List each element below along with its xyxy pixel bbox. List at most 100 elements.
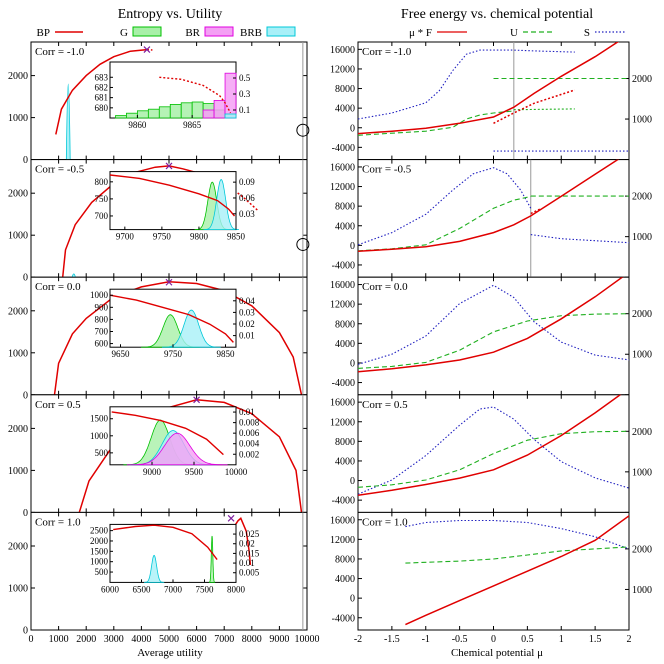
- inset-y-tick-label: 682: [95, 82, 109, 92]
- y-tick-label: 8000: [335, 319, 355, 330]
- highlight-circle: [296, 237, 310, 251]
- inset-x-tick-label: 9850: [227, 232, 246, 242]
- br-histogram-bar: [213, 100, 226, 119]
- y-tick-label: 2000: [8, 542, 28, 553]
- y-tick-label: 0: [350, 594, 355, 605]
- inset-y2-tick-label: 0.01: [239, 558, 255, 568]
- inset-y2-tick-label: 0.09: [239, 177, 255, 187]
- inset-bp-curve: [109, 174, 236, 217]
- br-distribution: [126, 432, 228, 466]
- y2-tick-label: 2000: [632, 427, 652, 438]
- s-curve: [358, 284, 629, 365]
- max-entropy-marker: [227, 514, 235, 522]
- series-group: [358, 277, 629, 373]
- x-tick-label: 1000: [49, 634, 69, 645]
- brb-distribution: [203, 179, 239, 230]
- inset-y2-tick-label: 0.03: [239, 307, 255, 317]
- y-tick-label: 12000: [330, 535, 355, 546]
- y-tick-label: 2000: [8, 71, 28, 82]
- inset-y2-tick-label: 0.02: [239, 539, 255, 549]
- legend-label-u: U: [510, 27, 518, 39]
- y-tick-label: 4000: [335, 574, 355, 585]
- x-tick-label: 8000: [242, 634, 262, 645]
- y2-tick-label: 1000: [632, 232, 652, 243]
- panel-label: Corr = 0.5: [35, 399, 81, 411]
- x-tick-label: 0: [491, 634, 496, 645]
- legend-label-s: S: [584, 27, 590, 39]
- br-histogram-bar: [202, 109, 215, 119]
- g-distribution: [208, 535, 216, 583]
- y-tick-label: 8000: [335, 84, 355, 95]
- inset-x-tick-label: 9865: [183, 120, 202, 130]
- legend-swatch-g: [132, 26, 162, 37]
- bp-curve-dotted: [210, 175, 258, 211]
- left-legend: BP G BR BRB: [37, 26, 296, 39]
- g-histogram-bar: [169, 104, 182, 119]
- inset-y-tick-label: 2500: [90, 526, 109, 536]
- inset-y-tick-label: 800: [95, 314, 109, 324]
- y-tick-label: 12000: [330, 64, 355, 75]
- x-tick-label: 9000: [269, 634, 289, 645]
- inset-x-tick-label: 10000: [225, 467, 248, 477]
- x-tick-label: 0: [29, 634, 34, 645]
- y-tick-label: 2000: [8, 189, 28, 200]
- legend-label-f: μ * F: [409, 27, 432, 39]
- y-tick-label: 0: [350, 241, 355, 252]
- y-tick-label: 16000: [330, 45, 355, 56]
- y-tick-label: 1000: [8, 113, 28, 124]
- inset-bp-curve: [109, 294, 234, 343]
- right-legend: μ * F U S: [409, 27, 625, 39]
- s-curve: [358, 167, 532, 246]
- y-tick-label: 1000: [8, 584, 28, 595]
- right-panel-2: -4000 0 4000 8000 12000 16000 1000 2000 Corr = 0…: [330, 276, 652, 396]
- panel-frame: [357, 511, 630, 631]
- panel-label: Corr = 1.0: [362, 516, 408, 528]
- right-panel-3: -4000 0 4000 8000 12000 16000 1000 2000 Corr = 0…: [330, 394, 652, 513]
- y-tick-label: 1000: [8, 466, 28, 477]
- y-tick-label: 4000: [335, 104, 355, 115]
- panel-label: Corr = 0.5: [362, 399, 408, 411]
- u-curve: [358, 110, 514, 136]
- max-entropy-marker: [143, 46, 151, 53]
- inset-y-tick-label: 700: [95, 326, 109, 336]
- panel-label: Corr = -1.0: [362, 46, 412, 58]
- u-curve: [358, 195, 531, 252]
- y-tick-label: -4000: [332, 496, 355, 507]
- inset-x-tick-label: 9000: [143, 467, 162, 477]
- inset-y-tick-label: 600: [95, 339, 109, 349]
- y-tick-label: 0: [23, 626, 28, 637]
- y2-tick-label: 1000: [632, 350, 652, 361]
- y-tick-label: 4000: [335, 221, 355, 232]
- inset-y-tick-label: 683: [95, 72, 109, 82]
- y-tick-label: 1000: [8, 348, 28, 359]
- y2-tick-label: 2000: [632, 74, 652, 85]
- x-tick-label: -0.5: [452, 634, 468, 645]
- s-curve-branch: [530, 234, 629, 244]
- brb-distribution: [162, 309, 221, 348]
- f-curve: [358, 277, 624, 373]
- inset-x-tick-label: 9700: [116, 232, 135, 242]
- inset-y2-tick-label: 0.01: [239, 407, 255, 417]
- inset-x-tick-label: 6000: [101, 584, 120, 594]
- inset-bp-curve: [111, 411, 224, 456]
- panel-label: Corr = -0.5: [35, 164, 85, 176]
- inset-y2-tick-label: 0.006: [239, 428, 260, 438]
- u-curve: [358, 313, 629, 369]
- inset: 700 750 800 0.03 0.06 0.09 9700 9750 9800 9850: [95, 171, 255, 242]
- g-histogram-bar: [147, 108, 160, 119]
- f-curve: [358, 394, 622, 497]
- y-tick-label: 0: [23, 390, 28, 401]
- s-curve: [358, 49, 575, 120]
- y-tick-label: 0: [23, 273, 28, 284]
- inset-x-tick-label: 6500: [133, 584, 152, 594]
- y-tick-label: 8000: [335, 554, 355, 565]
- inset-y2-tick-label: 0.008: [239, 418, 260, 428]
- inset-y2-tick-label: 0.02: [239, 319, 255, 329]
- x-tick-label: -1.5: [384, 634, 400, 645]
- brb-distribution: [144, 554, 165, 583]
- max-entropy-marker: [165, 278, 173, 286]
